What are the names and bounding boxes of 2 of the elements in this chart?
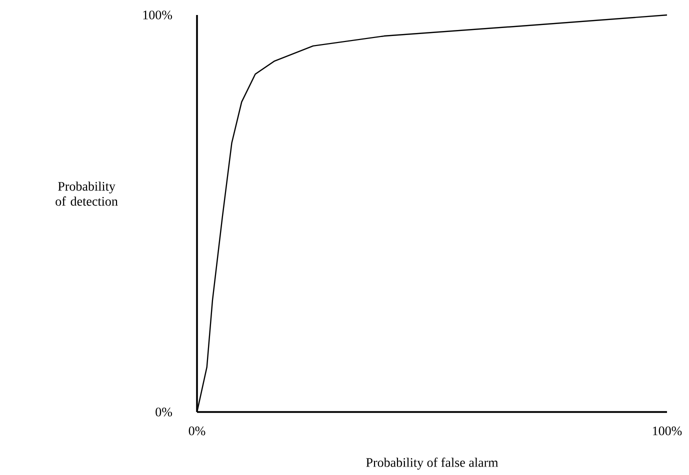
y-axis-title: Probability of detection — [56, 182, 118, 206]
x-axis-title: Probability of false alarm — [366, 458, 498, 470]
